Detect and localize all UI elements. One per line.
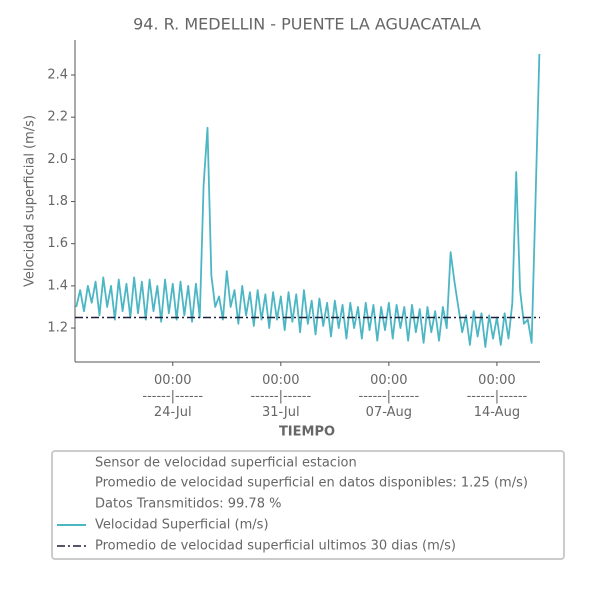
y-tick-label: 1.6 [47,236,68,251]
y-tick-label: 2.2 [47,110,68,125]
legend-label: Promedio de velocidad superficial ultimo… [95,539,456,554]
x-tick-label: 00:00 ------|------07-Aug [359,373,420,420]
legend-box [51,450,565,560]
legend-note: Promedio de velocidad superficial en dat… [95,476,528,491]
x-tick-label: 00:00 ------|------24-Jul [142,373,203,420]
y-tick-label: 2.0 [47,152,68,167]
y-tick-label: 1.8 [47,194,68,209]
chart-title: 94. R. MEDELLIN - PUENTE LA AGUACATALA [133,15,481,34]
x-tick-label: 00:00 ------|------14-Aug [467,373,528,420]
x-tick-label: 00:00 ------|------31-Jul [250,373,311,420]
x-axis-label: TIEMPO [279,425,335,440]
y-axis-label: Velocidad superficial (m/s) [23,115,38,287]
legend-note: Datos Transmitidos: 99.78 % [95,497,281,512]
data-line [75,53,541,348]
legend-label: Velocidad Superficial (m/s) [95,518,269,533]
y-tick-label: 1.4 [47,278,68,293]
y-tick-label: 2.4 [47,68,68,83]
legend-note: Sensor de velocidad superficial estacion [95,456,357,471]
y-tick-label: 1.2 [47,321,68,336]
